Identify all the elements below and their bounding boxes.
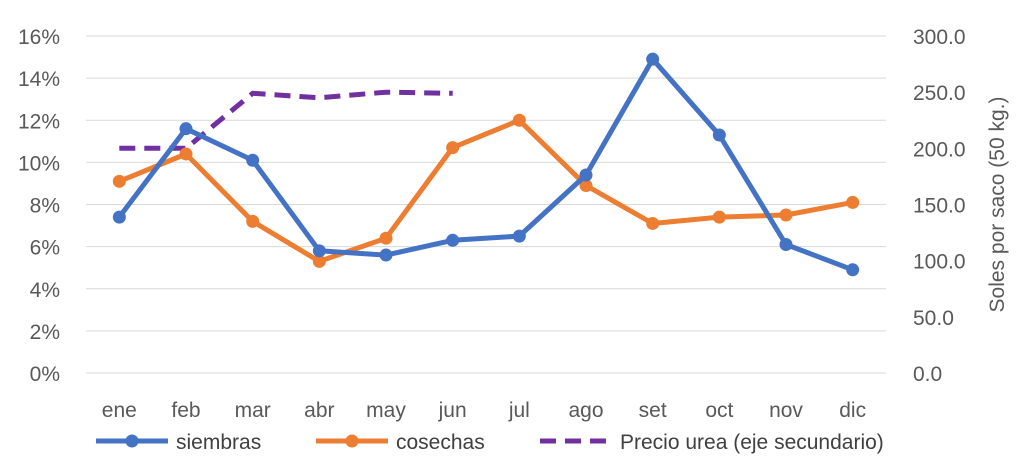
y-tick-label: 12% [18,110,60,133]
x-tick-label: feb [171,399,200,422]
data-point [779,208,793,222]
series [112,52,860,277]
data-point [779,238,793,252]
data-point [579,179,593,193]
y2-tick-label: 0.0 [913,363,942,386]
x-tick-label: dic [839,399,866,422]
data-point [512,113,526,127]
x-tick-label: may [366,399,406,422]
y-tick-label: 16% [18,26,60,49]
series-line-1 [116,117,856,264]
data-point [512,229,526,243]
x-tick-label: ago [568,399,603,422]
data-point [579,168,593,182]
data-point [846,195,860,209]
data-point [446,233,460,247]
x-tick-label: oct [705,399,733,422]
data-point [312,254,326,268]
x-tick-label: jun [438,399,467,422]
legend-marker [345,434,359,448]
x-tick-label: set [639,399,667,422]
data-point [446,141,460,155]
y2-tick-label: 200.0 [913,138,966,161]
y-tick-label: 6% [30,237,60,260]
x-tick-label: jul [508,399,530,422]
primary-y-axis: 0% 2% 4% 6% 8% 10% 12% 14% 16% [18,26,60,386]
data-point [246,214,260,228]
secondary-y-axis-title: Soles por saco (50 kg.) [986,97,1009,313]
series-line-0 [116,56,856,273]
legend-label: Precio urea (eje secundario) [620,431,884,454]
y2-tick-label: 300.0 [913,26,966,49]
y2-tick-label: 100.0 [913,251,966,274]
legend-label: siembras [176,431,261,454]
y2-tick-label: 50.0 [913,307,954,330]
x-tick-label: abr [304,399,334,422]
data-point [646,216,660,230]
data-point [179,147,193,161]
gridlines [86,35,886,374]
y-tick-label: 2% [30,321,60,344]
data-point [112,210,126,224]
y-tick-label: 10% [18,152,60,175]
secondary-y-axis: 0.0 50.0 100.0 150.0 200.0 250.0 300.0 [913,26,966,386]
legend-label: cosechas [396,431,485,454]
data-point [712,128,726,142]
x-tick-label: nov [769,399,803,422]
data-point [379,248,393,262]
data-point [846,263,860,277]
legend: siembras cosechas Precio urea (eje secunda… [96,431,884,454]
y2-tick-label: 250.0 [913,82,966,105]
data-point [379,231,393,245]
y2-tick-label: 150.0 [913,195,966,218]
data-point [712,210,726,224]
x-tick-label: ene [102,399,137,422]
data-point [112,174,126,188]
y-tick-label: 14% [18,68,60,91]
data-point [179,122,193,136]
y-tick-label: 8% [30,195,60,218]
x-axis: ene feb mar abr may jun jul ago set oct nov dic [102,399,866,422]
series-line-2 [119,89,453,151]
data-point [246,153,260,167]
x-tick-label: mar [235,399,271,422]
data-point [312,244,326,258]
legend-marker [125,434,139,448]
data-point [646,52,660,66]
y-tick-label: 0% [30,363,60,386]
y-tick-label: 4% [30,279,60,302]
